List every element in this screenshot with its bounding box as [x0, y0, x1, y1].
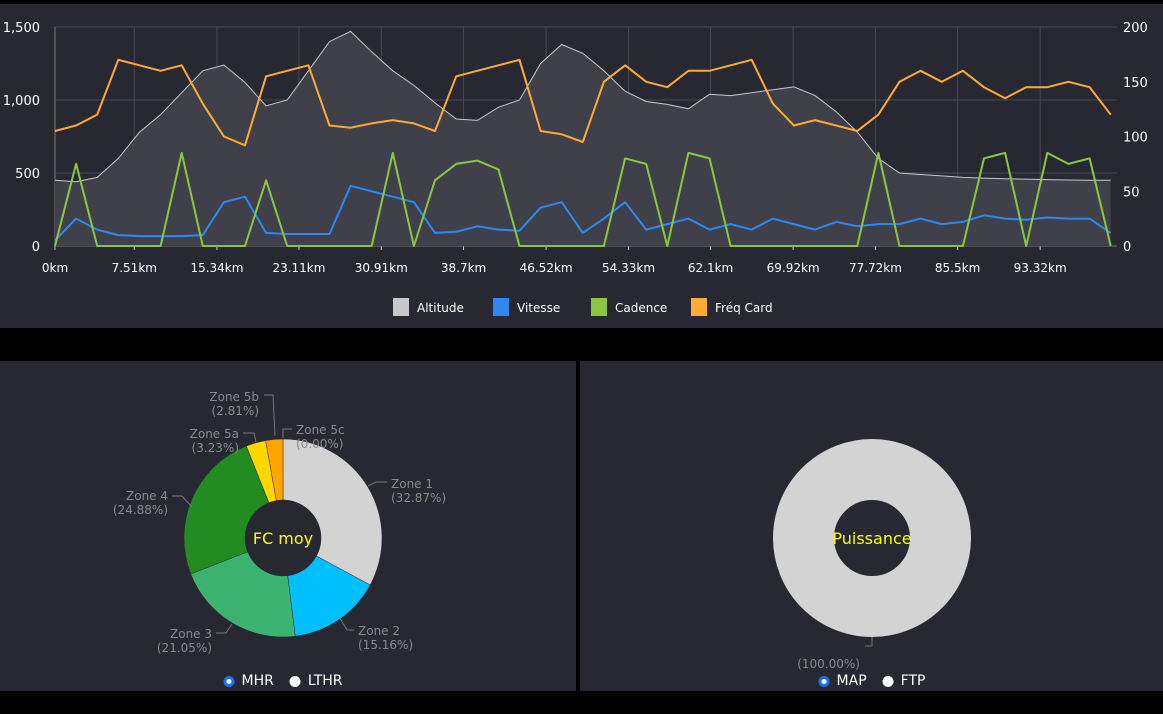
y-right-tick-label: 0	[1123, 240, 1131, 255]
x-tick-label: 62.1km	[688, 261, 733, 275]
slice-label: Zone 5c	[296, 423, 345, 437]
slice-percent: (24.88%)	[113, 503, 168, 517]
donut-center-label: FC moy	[253, 529, 313, 548]
donut-slice	[773, 439, 971, 637]
y-right-tick-label: 150	[1123, 76, 1148, 91]
slice-label: Zone 3	[170, 627, 212, 641]
leader-line	[216, 623, 233, 634]
donut-center-label: Puissance	[832, 529, 911, 548]
slice-label: Zone 5b	[209, 390, 259, 404]
x-tick-label: 69.92km	[767, 261, 820, 275]
y-right-tick-label: 50	[1123, 185, 1140, 200]
slice-percent: (2.81%)	[212, 404, 259, 418]
series-cadence-line	[54, 151, 1112, 247]
y-right-tick-label: 100	[1123, 131, 1148, 146]
slice-percent: (21.05%)	[157, 641, 212, 655]
radio-lthr[interactable]: LTHR	[289, 673, 343, 689]
slice-percent: (15.16%)	[358, 638, 413, 652]
y-left-tick-label: 1,500	[3, 21, 40, 36]
line-chart-panel: 0 500 1,000 1,500 0 50 100 150 200 0km 7.51km 15.34…	[0, 4, 1163, 328]
hr-reference-radios: MHR LTHR	[223, 673, 343, 689]
y-left-tick-label: 0	[32, 240, 40, 255]
slice-percent: (100.00%)	[797, 657, 860, 671]
series-fr-q-card-line	[54, 58, 1112, 147]
donut-slice-zone-5b	[265, 438, 284, 501]
radio-mhr[interactable]: MHR	[223, 673, 274, 689]
series-vitesse-line	[54, 184, 1112, 242]
radio-map-dot[interactable]	[818, 675, 830, 687]
x-tick-label: 30.91km	[355, 261, 408, 275]
x-tick-label: 15.34km	[190, 261, 243, 275]
leader-line	[264, 394, 276, 437]
legend-label: Cadence	[615, 301, 667, 315]
slice-label: Zone 2	[358, 624, 400, 638]
leader-line	[243, 432, 257, 443]
hr-zone-panel: Zone 1 (32.87%) Zone 2 (15.16%) Zone 3 (21.05…	[0, 361, 576, 691]
power-zone-donut: (100.00%) Puissance	[773, 439, 971, 671]
power-zone-panel: (100.00%) Puissance MAP FTP	[580, 361, 1163, 691]
power-reference-radios: MAP FTP	[818, 673, 926, 689]
radio-lthr-label: LTHR	[307, 673, 343, 689]
series-altitude-area	[55, 31, 1111, 247]
leader-line	[367, 481, 387, 487]
leader-line	[339, 617, 354, 631]
x-tick-label: 7.51km	[112, 261, 157, 275]
legend-label: Fréq Card	[715, 301, 773, 315]
legend-item[interactable]: Cadence	[591, 298, 667, 316]
radio-ftp-dot[interactable]	[882, 675, 894, 687]
slice-percent: (3.23%)	[192, 441, 239, 455]
radio-ftp-label: FTP	[900, 673, 926, 689]
donut-slice-zone-3	[190, 551, 296, 638]
donut-slice-zone-1	[282, 438, 383, 586]
x-tick-label: 77.72km	[849, 261, 902, 275]
x-tick-label: 23.11km	[272, 261, 325, 275]
slice-percent: (0.00%)	[296, 437, 343, 451]
radio-ftp[interactable]: FTP	[882, 673, 926, 689]
legend-swatch	[493, 298, 509, 316]
x-tick-label: 46.52km	[520, 261, 573, 275]
series-altitude-line	[54, 30, 1111, 183]
donut-slice-zone-4	[183, 445, 270, 575]
slice-label: Zone 5a	[190, 427, 239, 441]
x-tick-label: 85.5km	[935, 261, 980, 275]
x-tick-label: 0km	[42, 261, 68, 275]
legend-item[interactable]: Vitesse	[493, 298, 560, 316]
hr-zone-donut: Zone 1(32.87%) Zone 2(15.16%) Zone 3(21.05…	[113, 390, 446, 655]
line-chart: 0 500 1,000 1,500 0 50 100 150 200 0km 7.51km 15.34…	[3, 21, 1148, 316]
radio-map-label: MAP	[836, 673, 867, 689]
x-tick-label: 93.32km	[1014, 261, 1067, 275]
legend-label: Vitesse	[517, 301, 560, 315]
legend-swatch	[393, 298, 409, 316]
legend-item[interactable]: Fréq Card	[691, 298, 773, 316]
slice-percent: (32.87%)	[391, 491, 446, 505]
radio-lthr-dot[interactable]	[289, 675, 301, 687]
legend-swatch	[691, 298, 707, 316]
slice-label: Zone 4	[126, 489, 168, 503]
y-left-tick-label: 500	[15, 167, 40, 182]
radio-map[interactable]: MAP	[818, 673, 867, 689]
leader-line	[172, 495, 193, 508]
y-right-tick-label: 200	[1123, 21, 1148, 36]
radio-mhr-dot[interactable]	[223, 675, 235, 687]
y-left-tick-label: 1,000	[3, 94, 40, 109]
legend-item[interactable]: Altitude	[393, 298, 464, 316]
slice-label: Zone 1	[391, 477, 433, 491]
leader-line	[865, 637, 873, 647]
legend-swatch	[591, 298, 607, 316]
leader-line	[282, 428, 292, 438]
x-tick-label: 54.33km	[602, 261, 655, 275]
x-tick-label: 38.7km	[441, 261, 486, 275]
radio-mhr-label: MHR	[241, 673, 274, 689]
legend-label: Altitude	[417, 301, 464, 315]
